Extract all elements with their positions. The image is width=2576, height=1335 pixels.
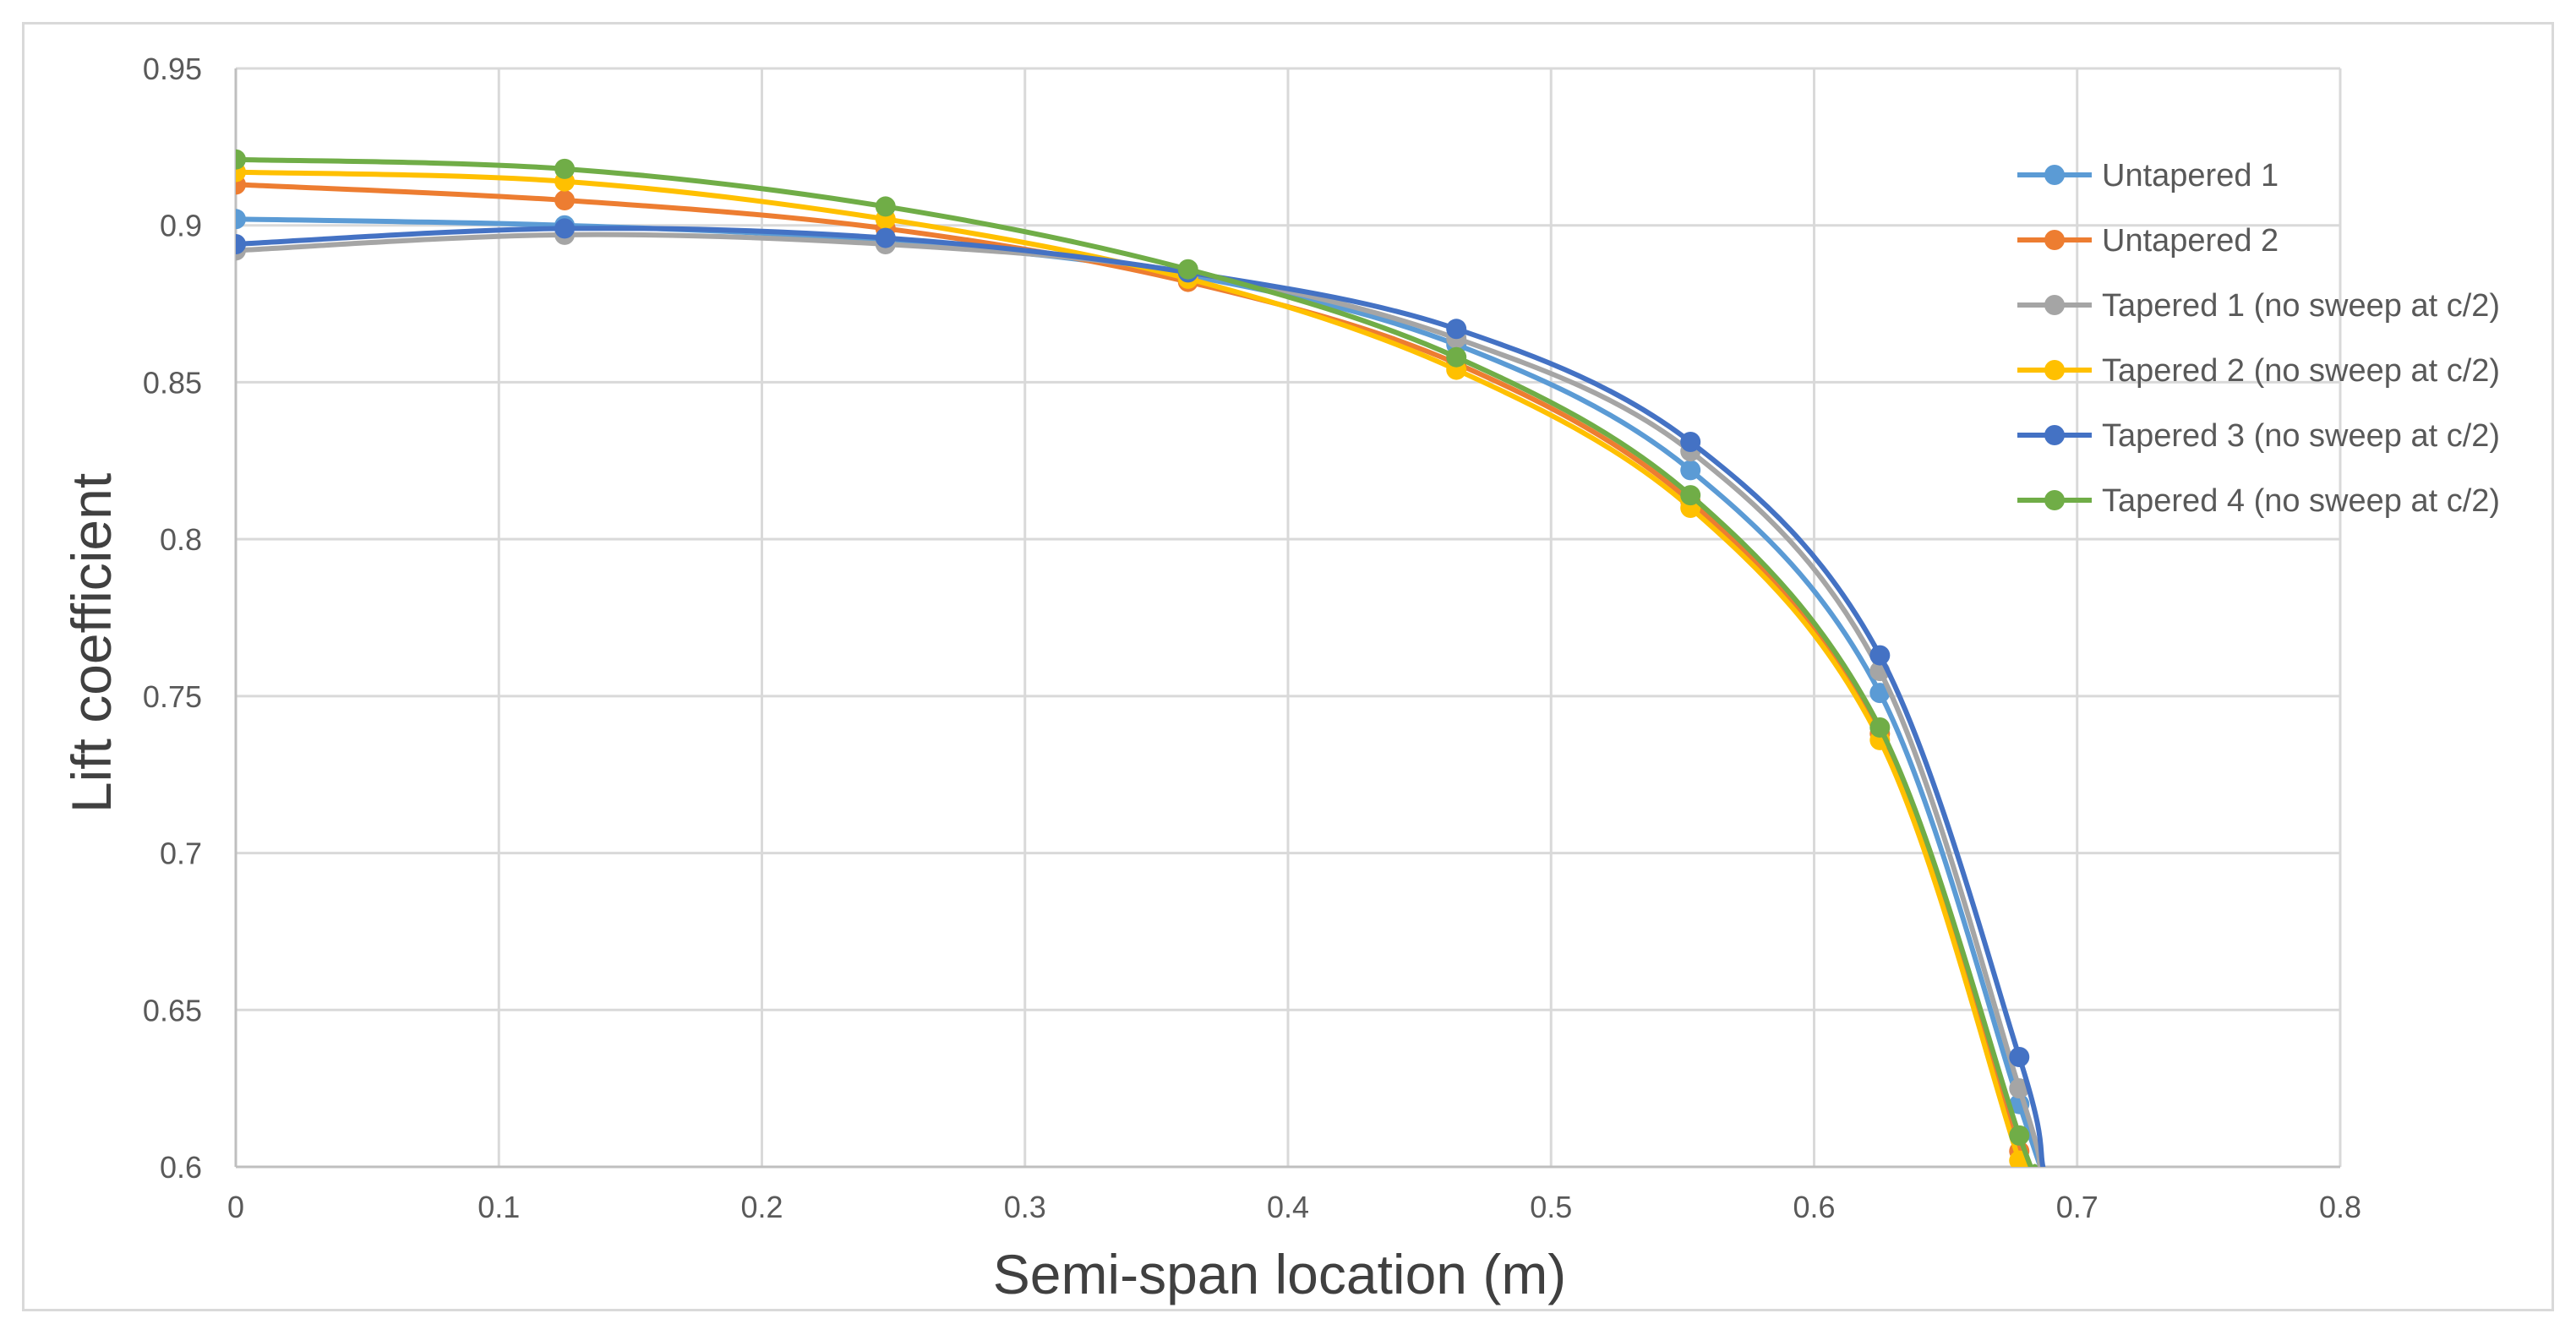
legend-item: Untapered 2 <box>2017 223 2279 259</box>
x-tick-label: 0 <box>227 1190 244 1224</box>
legend-label: Untapered 1 <box>2102 158 2279 193</box>
series-line <box>236 182 2038 1167</box>
legend-item: Tapered 4 (no sweep at c/2) <box>2017 483 2500 519</box>
data-point <box>2009 1125 2030 1146</box>
legend-swatch-marker <box>2044 165 2065 185</box>
series-6 <box>236 149 2038 1167</box>
data-point <box>2009 1078 2030 1099</box>
legend-item: Tapered 3 (no sweep at c/2) <box>2017 418 2500 454</box>
series-line <box>236 216 2044 1167</box>
series-line <box>236 226 2046 1167</box>
x-tick-label: 0.4 <box>1267 1190 1309 1224</box>
series-line <box>236 156 2038 1167</box>
y-tick-label: 0.95 <box>143 52 202 86</box>
legend-item: Tapered 1 (no sweep at c/2) <box>2017 288 2500 324</box>
data-point <box>875 227 896 248</box>
data-point <box>1680 485 1701 506</box>
data-point <box>1446 319 1467 340</box>
chart-frame: 0 0.1 0.2 0.3 0.4 0.5 0.6 0.7 0.8 0.95 0.9 0.85 0.8 0… <box>22 22 2554 1311</box>
legend-swatch-marker <box>2044 490 2065 510</box>
x-tick-label: 0.1 <box>478 1190 520 1224</box>
y-tick-label: 0.7 <box>160 836 202 871</box>
y-tick-label: 0.9 <box>160 209 202 243</box>
x-tick-label: 0.2 <box>740 1190 783 1224</box>
data-point <box>1177 259 1198 280</box>
x-tick-label: 0.6 <box>1793 1190 1835 1224</box>
data-point <box>554 190 576 210</box>
legend-item: Untapered 1 <box>2017 158 2279 193</box>
legend-label: Tapered 3 (no sweep at c/2) <box>2102 418 2500 454</box>
data-point <box>1869 683 1891 704</box>
legend-label: Tapered 2 (no sweep at c/2) <box>2102 353 2500 389</box>
data-point <box>236 209 246 230</box>
data-point <box>875 196 896 217</box>
y-tick-label: 0.65 <box>143 993 202 1027</box>
legend-label: Untapered 2 <box>2102 223 2279 259</box>
legend-swatch-marker <box>2044 295 2065 315</box>
y-tick-label: 0.8 <box>160 522 202 557</box>
chart-svg: 0 0.1 0.2 0.3 0.4 0.5 0.6 0.7 0.8 0.95 0.9 0.85 0.8 0… <box>60 52 2500 1305</box>
legend: Untapered 1 Untapered 2 Tapered 1 (no swee… <box>2017 158 2500 519</box>
x-tick-label: 0.7 <box>2056 1190 2098 1224</box>
series-4 <box>236 161 2033 1167</box>
data-point <box>1446 346 1467 368</box>
data-point <box>236 234 246 254</box>
data-point <box>1869 717 1891 738</box>
y-tick-label: 0.6 <box>160 1150 202 1185</box>
series-layer <box>236 149 2046 1167</box>
data-point <box>1869 645 1891 666</box>
x-tick-label: 0.5 <box>1530 1190 1572 1224</box>
series-line <box>236 232 2044 1167</box>
legend-swatch-marker <box>2044 230 2065 250</box>
series-line <box>236 169 2033 1167</box>
legend-label: Tapered 4 (no sweep at c/2) <box>2102 483 2500 519</box>
legend-item: Tapered 2 (no sweep at c/2) <box>2017 353 2500 389</box>
data-point <box>2009 1047 2030 1067</box>
legend-label: Tapered 1 (no sweep at c/2) <box>2102 288 2500 324</box>
data-point <box>1680 432 1701 452</box>
x-tick-label: 0.3 <box>1004 1190 1046 1224</box>
data-point <box>554 218 576 239</box>
data-point <box>236 149 246 170</box>
data-point <box>554 158 576 179</box>
legend-swatch-marker <box>2044 360 2065 380</box>
y-tick-label: 0.85 <box>143 365 202 400</box>
series-2 <box>236 174 2038 1167</box>
legend-swatch-marker <box>2044 425 2065 445</box>
y-axis-title: Lift coefficient <box>60 473 123 813</box>
data-point <box>1680 460 1701 481</box>
x-tick-label: 0.8 <box>2319 1190 2361 1224</box>
x-axis-title: Semi-span location (m) <box>993 1243 1567 1305</box>
axis-tick-labels: 0 0.1 0.2 0.3 0.4 0.5 0.6 0.7 0.8 0.95 0.9 0.85 0.8 0… <box>143 52 2361 1224</box>
y-tick-label: 0.75 <box>143 679 202 714</box>
